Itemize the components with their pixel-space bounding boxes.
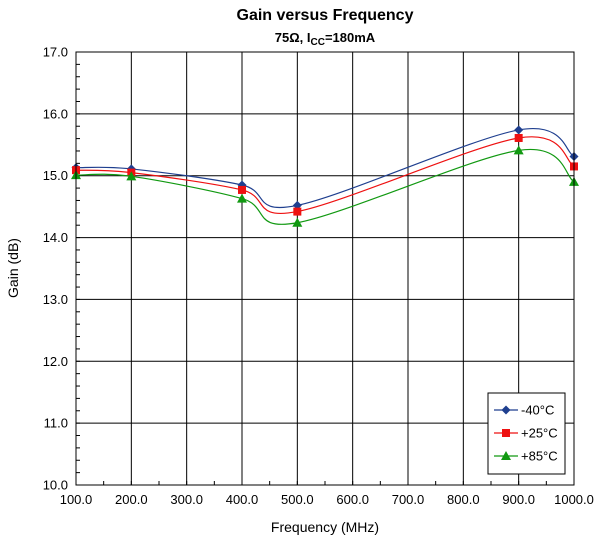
legend-item: -40°C <box>494 403 554 418</box>
legend: -40°C +25°C +85°C <box>487 392 566 475</box>
plot-area-border <box>75 51 575 486</box>
y-tick-label: 13.0 <box>43 292 68 307</box>
x-tick-label: 400.0 <box>226 492 259 507</box>
data-point <box>513 145 524 155</box>
subtitle-subscript: CC <box>311 37 325 48</box>
series-2 <box>72 133 578 216</box>
x-tick-label: 100.0 <box>60 492 93 507</box>
legend-item: +25°C <box>494 426 558 441</box>
x-tick-label: 700.0 <box>392 492 425 507</box>
series-1 <box>71 125 579 210</box>
chart-title: Gain versus Frequency <box>237 7 414 24</box>
legend-label: +25°C <box>521 426 558 441</box>
chart-subtitle: 75Ω, ICC=180mA <box>275 30 376 48</box>
data-point <box>293 207 302 216</box>
data-point <box>514 133 523 142</box>
series-line <box>75 148 575 225</box>
data-point <box>237 193 247 203</box>
axis-ticks: 100.0 200.0 300.0 400.0 500.0 600.0 700.0 800.0… <box>43 45 594 508</box>
legend-marker <box>501 405 511 415</box>
y-tick-label: 15.0 <box>43 168 68 183</box>
y-tick-label: 14.0 <box>43 230 68 245</box>
legend-item: +85°C <box>494 449 558 464</box>
y-tick-label: 12.0 <box>43 354 68 369</box>
series-line <box>75 127 575 209</box>
legend-label: -40°C <box>521 403 554 418</box>
y-tick-label: 17.0 <box>43 45 68 60</box>
series-group <box>71 125 579 227</box>
x-tick-label: 300.0 <box>170 492 203 507</box>
y-tick-label: 16.0 <box>43 106 68 121</box>
x-tick-label: 600.0 <box>336 492 369 507</box>
y-tick-label: 11.0 <box>44 416 68 431</box>
subtitle-suffix: =180mA <box>325 30 376 45</box>
x-tick-label: 500.0 <box>281 492 314 507</box>
data-point <box>126 171 137 181</box>
legend-marker <box>502 429 510 437</box>
y-axis-label: Gain (dB) <box>5 238 21 298</box>
data-point <box>238 185 246 194</box>
legend-label: +85°C <box>521 449 558 464</box>
data-point <box>292 217 303 227</box>
x-axis-label: Frequency (MHz) <box>271 519 379 535</box>
data-point <box>514 125 524 135</box>
y-tick-label: 10.0 <box>43 478 68 493</box>
x-tick-label: 1000.0 <box>554 492 594 507</box>
legend-marker <box>501 451 511 460</box>
series-3 <box>71 145 579 227</box>
x-tick-label: 900.0 <box>502 492 535 507</box>
x-tick-label: 200.0 <box>115 492 148 507</box>
series-line <box>75 136 575 214</box>
subtitle-prefix: 75Ω, I <box>275 30 311 45</box>
x-tick-label: 800.0 <box>447 492 480 507</box>
